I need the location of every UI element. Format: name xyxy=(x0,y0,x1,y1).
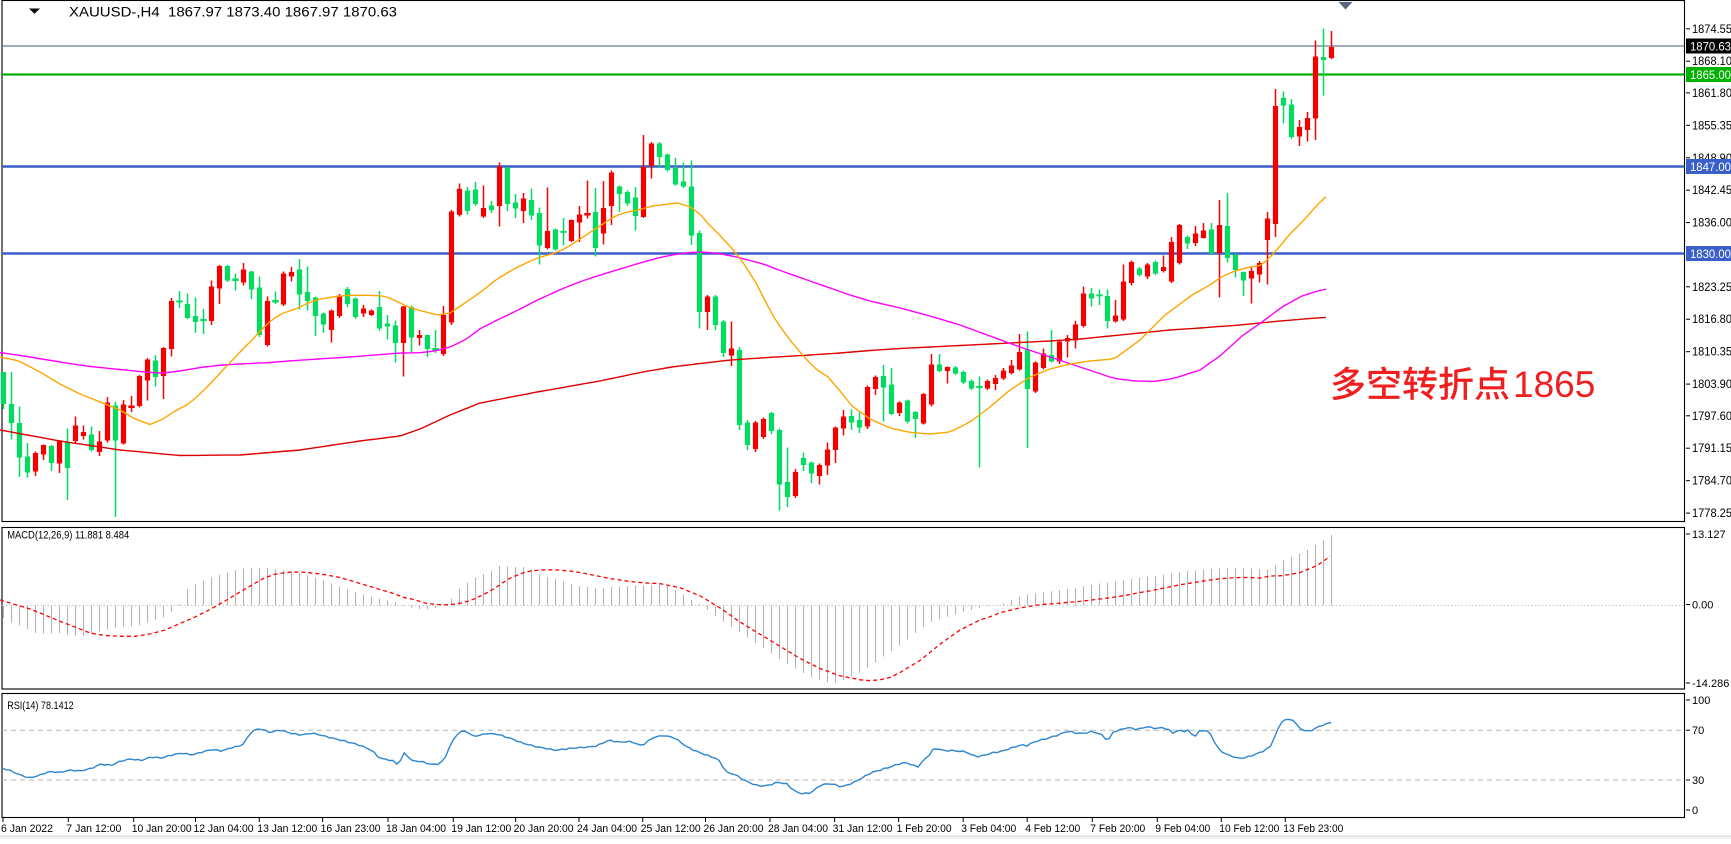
svg-text:9 Feb 04:00: 9 Feb 04:00 xyxy=(1155,823,1210,835)
svg-text:13 Feb 23:00: 13 Feb 23:00 xyxy=(1283,823,1343,835)
svg-text:1803.90: 1803.90 xyxy=(1692,379,1731,391)
svg-text:30: 30 xyxy=(1692,775,1704,787)
svg-text:28 Jan 04:00: 28 Jan 04:00 xyxy=(768,823,828,835)
svg-text:3 Feb 04:00: 3 Feb 04:00 xyxy=(961,823,1016,835)
svg-text:1861.80: 1861.80 xyxy=(1692,88,1731,100)
svg-text:RSI(14) 78.1412: RSI(14) 78.1412 xyxy=(7,700,74,712)
svg-text:70: 70 xyxy=(1692,725,1704,737)
svg-text:7 Feb 20:00: 7 Feb 20:00 xyxy=(1090,823,1145,835)
svg-text:1865.00: 1865.00 xyxy=(1690,70,1731,82)
svg-text:13.127: 13.127 xyxy=(1692,529,1726,541)
svg-text:1842.45: 1842.45 xyxy=(1692,185,1731,197)
svg-text:1784.70: 1784.70 xyxy=(1692,476,1731,488)
svg-text:1868.10: 1868.10 xyxy=(1692,56,1731,68)
svg-text:1823.25: 1823.25 xyxy=(1692,282,1731,294)
svg-text:XAUUSD-,H4 1867.97 1873.40 18: XAUUSD-,H4 1867.97 1873.40 1867.97 1870.… xyxy=(69,4,397,20)
svg-text:0: 0 xyxy=(1692,805,1698,817)
svg-text:6 Jan 2022: 6 Jan 2022 xyxy=(1,823,53,835)
svg-text:100: 100 xyxy=(1692,695,1710,707)
svg-text:1 Feb 20:00: 1 Feb 20:00 xyxy=(897,823,952,835)
svg-text:12 Jan 04:00: 12 Jan 04:00 xyxy=(194,823,254,835)
svg-text:1874.55: 1874.55 xyxy=(1692,24,1731,36)
svg-text:24 Jan 04:00: 24 Jan 04:00 xyxy=(577,823,637,835)
svg-text:1797.60: 1797.60 xyxy=(1692,411,1731,423)
svg-text:1830.00: 1830.00 xyxy=(1690,249,1731,261)
svg-text:MACD(12,26,9) 11.881 8.484: MACD(12,26,9) 11.881 8.484 xyxy=(7,530,129,542)
svg-text:1810.35: 1810.35 xyxy=(1692,347,1731,359)
svg-text:20 Jan 20:00: 20 Jan 20:00 xyxy=(514,823,574,835)
svg-text:7 Jan 12:00: 7 Jan 12:00 xyxy=(66,823,121,835)
svg-text:10 Jan 20:00: 10 Jan 20:00 xyxy=(132,823,192,835)
svg-text:1865: 1865 xyxy=(1513,364,1595,405)
svg-text:10 Feb 12:00: 10 Feb 12:00 xyxy=(1219,823,1279,835)
svg-text:4 Feb 12:00: 4 Feb 12:00 xyxy=(1025,823,1080,835)
svg-text:13 Jan 12:00: 13 Jan 12:00 xyxy=(257,823,317,835)
svg-text:19 Jan 12:00: 19 Jan 12:00 xyxy=(451,823,511,835)
svg-text:1870.63: 1870.63 xyxy=(1690,42,1731,54)
svg-text:16 Jan 23:00: 16 Jan 23:00 xyxy=(321,823,381,835)
svg-text:1816.80: 1816.80 xyxy=(1692,314,1731,326)
svg-text:-14.286: -14.286 xyxy=(1692,678,1729,690)
svg-text:0.00: 0.00 xyxy=(1692,600,1713,612)
svg-text:1778.25: 1778.25 xyxy=(1692,508,1731,520)
svg-text:31 Jan 12:00: 31 Jan 12:00 xyxy=(833,823,893,835)
svg-text:18 Jan 04:00: 18 Jan 04:00 xyxy=(386,823,446,835)
svg-text:25 Jan 12:00: 25 Jan 12:00 xyxy=(641,823,701,835)
svg-text:1847.00: 1847.00 xyxy=(1690,162,1731,174)
svg-text:1855.35: 1855.35 xyxy=(1692,120,1731,132)
svg-text:1836.00: 1836.00 xyxy=(1692,218,1731,230)
svg-text:1791.15: 1791.15 xyxy=(1692,443,1731,455)
svg-text:26 Jan 20:00: 26 Jan 20:00 xyxy=(704,823,764,835)
